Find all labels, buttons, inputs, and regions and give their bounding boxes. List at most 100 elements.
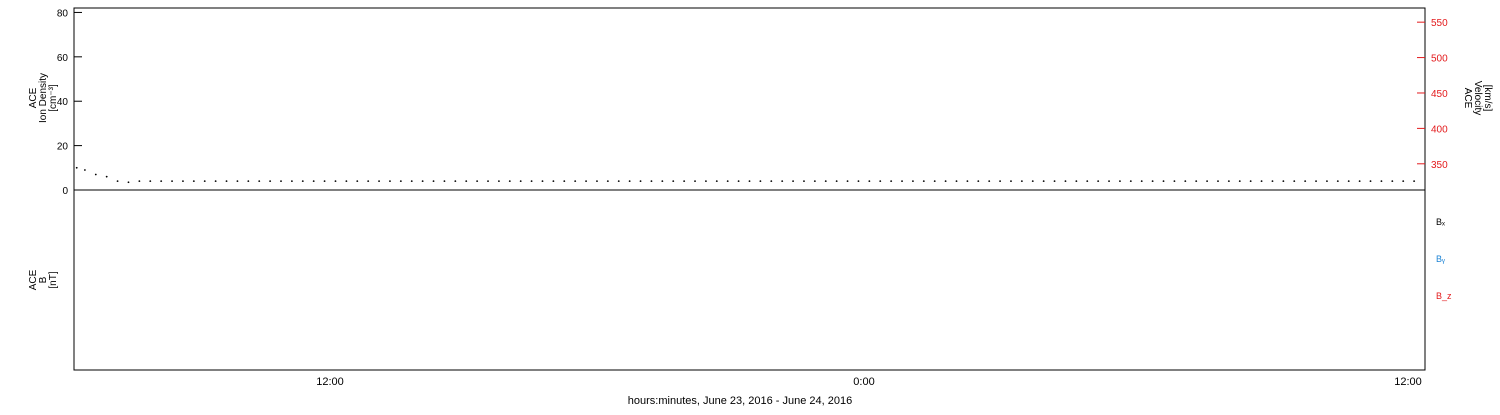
x-axis: 12:00 0:00 12:00 hours:minutes, June 23,… <box>316 376 1422 407</box>
top-point-0-107 <box>1238 180 1241 183</box>
top-point-0-69 <box>824 180 827 183</box>
top-point-0-45 <box>563 180 566 183</box>
top-right-label-2: Velocity <box>1472 81 1483 115</box>
top-point-0-27 <box>367 180 370 183</box>
top-point-0-41 <box>519 180 522 183</box>
top-point-0-64 <box>770 180 773 183</box>
top-point-0-56 <box>683 180 686 183</box>
top-point-0-0 <box>75 166 78 169</box>
top-point-0-84 <box>988 180 991 183</box>
legend-bx: Bₓ <box>1436 217 1445 227</box>
top-point-0-120 <box>1380 180 1383 183</box>
top-point-0-18 <box>269 180 272 183</box>
top-point-0-108 <box>1249 180 1252 183</box>
top-point-0-81 <box>955 180 958 183</box>
top-point-0-29 <box>389 180 391 183</box>
top-point-0-10 <box>182 180 184 183</box>
top-right-axis: ACE Velocity [km/s] <box>1462 81 1493 115</box>
top-point-0-93 <box>1086 180 1089 183</box>
top-point-0-40 <box>508 180 511 183</box>
top-point-0-34 <box>443 180 446 183</box>
top-point-0-15 <box>236 180 239 183</box>
top-point-0-77 <box>912 180 914 183</box>
top-point-0-76 <box>901 180 903 183</box>
top-point-0-3 <box>105 175 108 178</box>
top-point-0-25 <box>345 180 348 183</box>
x-tick-2: 0:00 <box>853 376 874 388</box>
top-point-0-88 <box>1031 180 1034 183</box>
top-point-0-38 <box>487 180 489 183</box>
top-point-0-101 <box>1173 180 1176 183</box>
top-point-0-79 <box>933 180 936 183</box>
top-point-0-89 <box>1042 180 1045 183</box>
top-point-0-109 <box>1260 180 1263 183</box>
top-point-0-32 <box>421 180 424 183</box>
top-point-0-99 <box>1151 180 1154 183</box>
top-point-0-62 <box>748 180 751 183</box>
top-point-0-65 <box>781 180 784 183</box>
top-point-0-44 <box>552 180 555 183</box>
top-point-0-55 <box>672 180 675 183</box>
top-point-0-72 <box>857 180 860 183</box>
top-right-tick-label-4: 550 <box>1431 18 1448 29</box>
top-point-0-13 <box>214 180 217 183</box>
top-point-0-37 <box>476 180 479 183</box>
legend-by: Bᵧ <box>1436 254 1445 264</box>
top-left-ticks: 0 20 40 60 80 <box>57 8 82 197</box>
top-point-0-16 <box>247 180 250 183</box>
top-point-0-94 <box>1097 180 1100 183</box>
top-point-0-117 <box>1347 180 1350 183</box>
top-point-0-12 <box>203 180 206 183</box>
top-point-0-80 <box>944 180 947 183</box>
top-point-0-122 <box>1402 180 1405 183</box>
bottom-panel-frame <box>73 189 1426 371</box>
top-point-0-33 <box>432 180 435 183</box>
top-left-tick-label-0: 0 <box>62 186 68 197</box>
top-point-0-68 <box>813 180 816 183</box>
top-point-0-74 <box>879 180 882 183</box>
bottom-left-label-2: B <box>38 276 49 283</box>
top-point-0-22 <box>312 180 315 183</box>
top-point-0-52 <box>639 180 642 183</box>
top-point-0-53 <box>650 180 653 183</box>
bottom-left-axis: ACE B [nT] <box>28 269 59 290</box>
top-point-0-24 <box>334 180 337 183</box>
top-point-0-54 <box>661 180 664 183</box>
top-point-0-1 <box>83 169 86 171</box>
top-point-0-73 <box>868 180 871 183</box>
top-point-0-57 <box>694 180 696 183</box>
top-point-0-51 <box>628 180 631 183</box>
top-right-label-1: ACE <box>1462 88 1473 109</box>
top-point-0-105 <box>1217 180 1219 183</box>
top-point-0-7 <box>149 180 152 183</box>
top-point-0-23 <box>323 180 326 183</box>
top-point-0-66 <box>792 180 794 183</box>
top-point-0-19 <box>280 180 282 183</box>
top-points <box>75 166 1416 184</box>
top-left-tick-label-1: 20 <box>57 142 69 153</box>
top-point-0-50 <box>617 180 620 183</box>
top-left-label-3: [cm⁻³] <box>48 84 59 112</box>
top-point-0-70 <box>835 180 838 183</box>
top-left-tick-label-4: 80 <box>57 8 69 19</box>
top-point-0-63 <box>759 180 762 183</box>
top-right-tick-label-2: 450 <box>1431 89 1448 100</box>
top-right-label-3: [km/s] <box>1482 85 1493 112</box>
top-point-0-121 <box>1391 180 1394 183</box>
top-left-tick-label-3: 60 <box>57 53 69 64</box>
legend: Bₓ Bᵧ B_z <box>1436 217 1452 301</box>
top-point-0-96 <box>1119 180 1121 183</box>
top-point-0-5 <box>127 181 130 184</box>
top-left-label-2: Ion Density <box>38 73 49 123</box>
top-point-0-39 <box>498 180 500 183</box>
top-right-ticks: 350 400 450 500 550 <box>1417 18 1448 171</box>
top-point-0-115 <box>1326 180 1328 183</box>
x-tick-3: 12:00 <box>1394 376 1422 388</box>
top-point-0-106 <box>1227 180 1230 183</box>
top-right-tick-label-1: 400 <box>1431 124 1448 135</box>
top-point-0-35 <box>454 180 457 183</box>
top-point-0-71 <box>846 180 849 183</box>
top-point-0-85 <box>999 180 1001 183</box>
top-point-0-9 <box>171 180 173 183</box>
